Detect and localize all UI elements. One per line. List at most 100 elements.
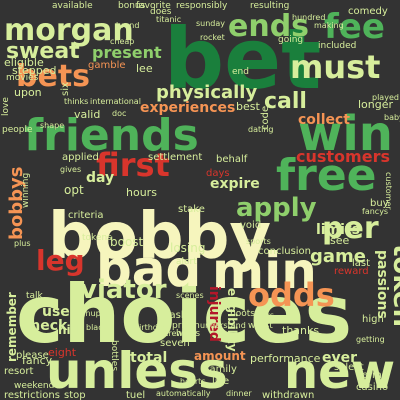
word-bets: bets [16,59,90,94]
word-family: family [206,364,237,375]
word-tokens: tokens [82,233,112,243]
word-upon: upon [14,86,42,99]
word-comedy: comedy [348,6,388,17]
word-limits: limits [316,222,360,238]
word-black: black [86,323,108,332]
word-eligibility: eligibility [225,288,239,352]
word-crew: crew [164,329,183,338]
word-love: love [1,97,11,116]
word-see: see [330,234,349,247]
word-resulting: resulting [250,1,289,11]
word-days: days [206,168,230,179]
word-hundred: hundred [292,13,325,22]
word-boost: boost [110,235,144,249]
word-favorite: favorite [136,1,171,11]
word-eight: eight [48,346,77,359]
word-total: total [130,350,167,366]
word-first: first [96,146,170,184]
word-viator: viator [80,275,167,305]
word-brand: brand [116,21,139,30]
word-win: win [298,106,393,162]
word-ever: ever [322,350,357,366]
word-six: six [60,82,71,96]
word-does: does [150,7,172,17]
word-token: token [387,244,400,327]
word-stake: stake [178,204,205,215]
word-opt: opt [64,183,84,197]
word-morgan: morgan [4,13,134,48]
word-scenes: scenes [176,291,204,300]
word-stepped: stepped [12,64,57,77]
word-talk: talk [26,291,44,301]
word-responsibly: responsibly [176,1,228,11]
word-behalf: behalf [216,154,248,165]
word-expire: expire [210,176,260,192]
word-seven: seven [160,338,190,349]
word-call: call [264,89,307,114]
word-casino: casino [356,382,388,393]
word-tuel: tuel [126,390,145,400]
word-baby: baby [384,113,400,122]
word-applied: applied [62,152,99,163]
word-boots: boots [230,309,255,319]
word-must: must [290,48,380,86]
word-high: high [362,314,384,325]
word-leg: leg [36,244,85,277]
word-sunday: sunday [196,19,225,28]
word-friends: friends [24,110,199,161]
word-signup: signup [74,309,101,318]
word-rocket: rocket [200,33,225,42]
word-gamble: gamble [88,60,126,71]
word-customer: customer [384,172,393,210]
word-amount: amount [194,349,246,363]
word-min: min [212,242,317,300]
word-performance: performance [250,352,321,365]
word-joys: joys [257,311,274,320]
word-understand: understand [200,321,246,330]
word-alert: alert [176,257,197,267]
word-game: game [310,246,366,267]
word-apply: apply [236,193,317,223]
word-birthday: birthday [134,323,168,332]
word-withdrawn: withdrawn [262,390,314,400]
word-bet: bet [164,10,321,108]
word-new: new [284,344,395,400]
word-choices: choices [16,268,352,361]
word-cheap: cheap [110,37,134,46]
word-physically: physically [156,82,257,103]
word-fee: fee [324,7,385,47]
word-thinks: thinks [64,97,88,106]
word-end: end [232,67,249,77]
word-bobbys: bobbys [6,167,27,240]
word-hill: hill [58,323,79,337]
word-odds: odds [248,276,335,314]
word-winning: winning [21,173,31,208]
word-people: people [2,125,33,135]
word-injured: injured [206,286,222,342]
word-free: free [276,150,377,201]
word-like: like [212,376,229,387]
word-automatically: automatically [156,389,211,398]
word-resort: resort [4,366,33,377]
word-gives: gives [60,165,81,174]
word-losing: losing [170,241,205,255]
word-sports: sports [246,237,271,246]
word-titanic: titanic [156,15,181,24]
word-stop: stop [64,390,86,400]
word-making: making [314,21,344,30]
word-unless: unless [46,342,228,400]
word-eligible: eligible [4,56,44,69]
word-settlement: settlement [148,152,202,163]
word-reward: reward [334,266,369,277]
word-international: international [90,97,141,106]
word-getting: getting [356,335,385,344]
word-longer: longer [358,98,394,111]
word-cash: cash [164,310,187,321]
word-hosts: hosts [176,329,200,339]
word-going: going [278,35,303,45]
word-void: void [240,220,261,231]
word-movies: movies [6,73,39,83]
word-per: per [322,211,379,246]
